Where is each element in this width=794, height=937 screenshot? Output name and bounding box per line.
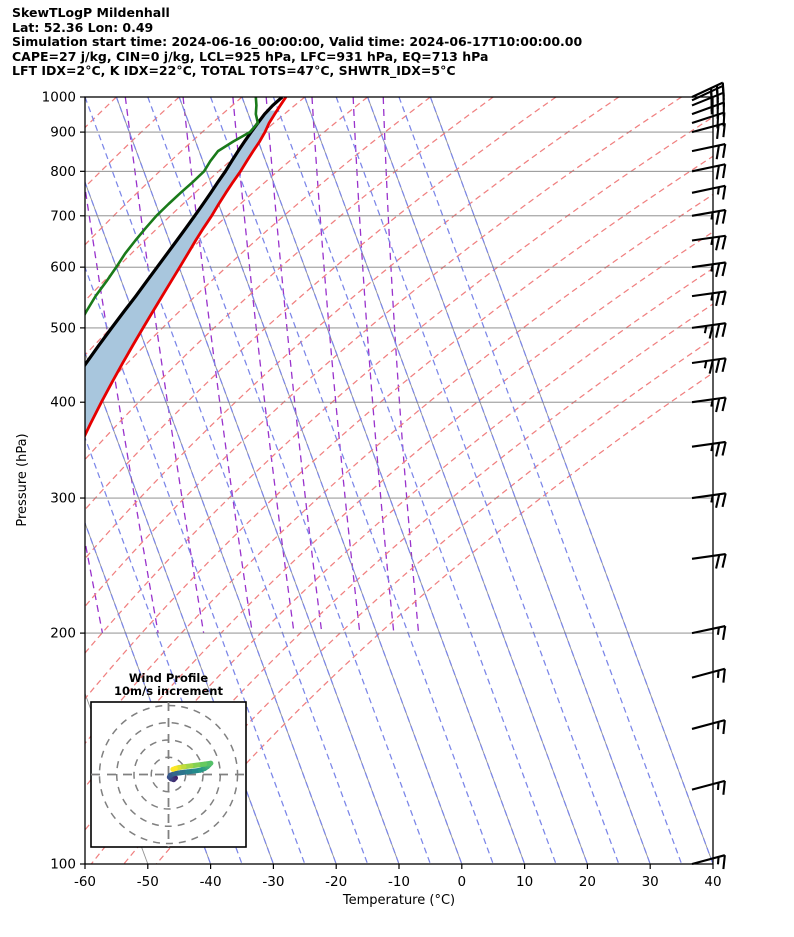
dry-adiabat-10 (85, 97, 243, 246)
parcel-line (85, 97, 284, 368)
x-tick-label: 10 (516, 874, 533, 890)
header-cape-line: CAPE=27 j/kg, CIN=0 j/kg, LCL=925 hPa, L… (12, 48, 489, 64)
dewpoint-curve (85, 97, 260, 317)
wind-barbs (691, 81, 727, 870)
y-tick-label: 500 (50, 320, 76, 336)
dry-adiabat-110 (85, 193, 713, 745)
temperature-line (85, 97, 288, 439)
y-tick-label: 100 (50, 857, 76, 873)
y-tick-label: 900 (50, 125, 76, 141)
wind-barb-550 (691, 290, 727, 307)
y-tick-label: 600 (50, 260, 76, 276)
x-axis-ticks: -60 -50 -40 -30 -20 -10 0 10 20 30 40 (74, 864, 722, 890)
x-tick-label: 30 (642, 874, 659, 890)
x-tick-label: -40 (200, 874, 222, 890)
moist-adiabat-30 (367, 97, 651, 864)
moist-adiabat-10 (241, 97, 526, 864)
x-tick-label: -50 (137, 874, 159, 890)
y-tick-label: 300 (50, 491, 76, 507)
wind-barb-800 (691, 163, 727, 180)
moist-adiabat-40 (429, 97, 713, 864)
x-tick-label: -30 (262, 874, 284, 890)
hodograph-title-line1: Wind Profile (129, 671, 209, 685)
moist-adiabat-20 (304, 97, 588, 864)
dry-adiabat-130 (85, 267, 713, 831)
wind-barb-650 (691, 234, 727, 251)
y-axis-ticks: 100 200 300 400 500 600 700 800 900 1000 (42, 90, 85, 873)
dry-adiabat-100 (85, 155, 713, 700)
wind-barb-900 (691, 122, 726, 139)
y-tick-label: 400 (50, 395, 76, 411)
header-latlon: Lat: 52.36 Lon: 0.49 (12, 19, 154, 35)
dry-adiabat-lines (85, 97, 713, 864)
header-block: SkewTLogP Mildenhall Lat: 52.36 Lon: 0.4… (12, 5, 782, 79)
moist-adiabat-15 (272, 97, 557, 864)
wind-barb-125 (691, 779, 726, 795)
wind-barb-200 (691, 625, 727, 640)
wind-barb-450 (691, 357, 727, 374)
moist-adiabat--35 (85, 436, 243, 864)
header-times: Simulation start time: 2024-06-16_00:00:… (12, 34, 583, 50)
wind-barb-100 (691, 854, 726, 870)
x-tick-label: -60 (74, 874, 96, 890)
wind-barb-250 (691, 553, 727, 569)
y-tick-label: 200 (50, 626, 76, 642)
wind-barb-175 (691, 667, 726, 683)
dry-adiabat-50 (85, 97, 494, 461)
moist-adiabat-25 (335, 97, 620, 864)
hodograph-title-line2: 10m/s increment (114, 684, 223, 698)
x-tick-label: -10 (388, 874, 410, 890)
wind-barb-700 (691, 208, 727, 225)
hodograph-trace-seg (170, 765, 178, 772)
dewpoint-line (85, 97, 260, 317)
moist-adiabat-5 (210, 97, 494, 864)
x-axis-label: Temperature (°C) (342, 893, 455, 908)
y-tick-label: 1000 (42, 90, 76, 106)
header-title: SkewTLogP Mildenhall (12, 5, 170, 20)
wind-barb-350 (691, 440, 727, 457)
dry-adiabat-80 (85, 97, 682, 608)
dry-adiabat-70 (85, 97, 620, 560)
parcel-path-curve (85, 97, 284, 368)
wind-barb-600 (691, 261, 727, 278)
header-indices-line: LFT IDX=2°C, K IDX=22°C, TOTAL TOTS=47°C… (12, 63, 456, 79)
temperature-curve (85, 97, 288, 439)
y-tick-label: 800 (50, 164, 76, 180)
y-tick-label: 700 (50, 208, 76, 224)
moist-adiabat--30 (85, 350, 274, 864)
dry-adiabat-120 (85, 231, 713, 789)
wind-barb-750 (691, 184, 727, 200)
moist-adiabat--5 (147, 97, 431, 864)
moist-adiabat--10 (115, 97, 400, 864)
dry-adiabat-60 (85, 97, 557, 511)
wind-barb-400 (691, 396, 727, 413)
isobar-lines (85, 97, 713, 864)
x-tick-label: 0 (458, 874, 467, 890)
moist-adiabat-0 (178, 97, 463, 864)
moist-adiabat-35 (398, 97, 683, 864)
moist-adiabat--20 (85, 180, 337, 864)
x-tick-label: -20 (325, 874, 347, 890)
moist-adiabat--40 (85, 521, 212, 864)
x-tick-label: 20 (579, 874, 596, 890)
y-axis-label: Pressure (hPa) (15, 433, 30, 526)
wind-barb-850 (691, 143, 727, 160)
wind-barb-150 (691, 719, 726, 735)
wind-barb-500 (691, 322, 727, 339)
x-tick-label: 40 (704, 874, 721, 890)
